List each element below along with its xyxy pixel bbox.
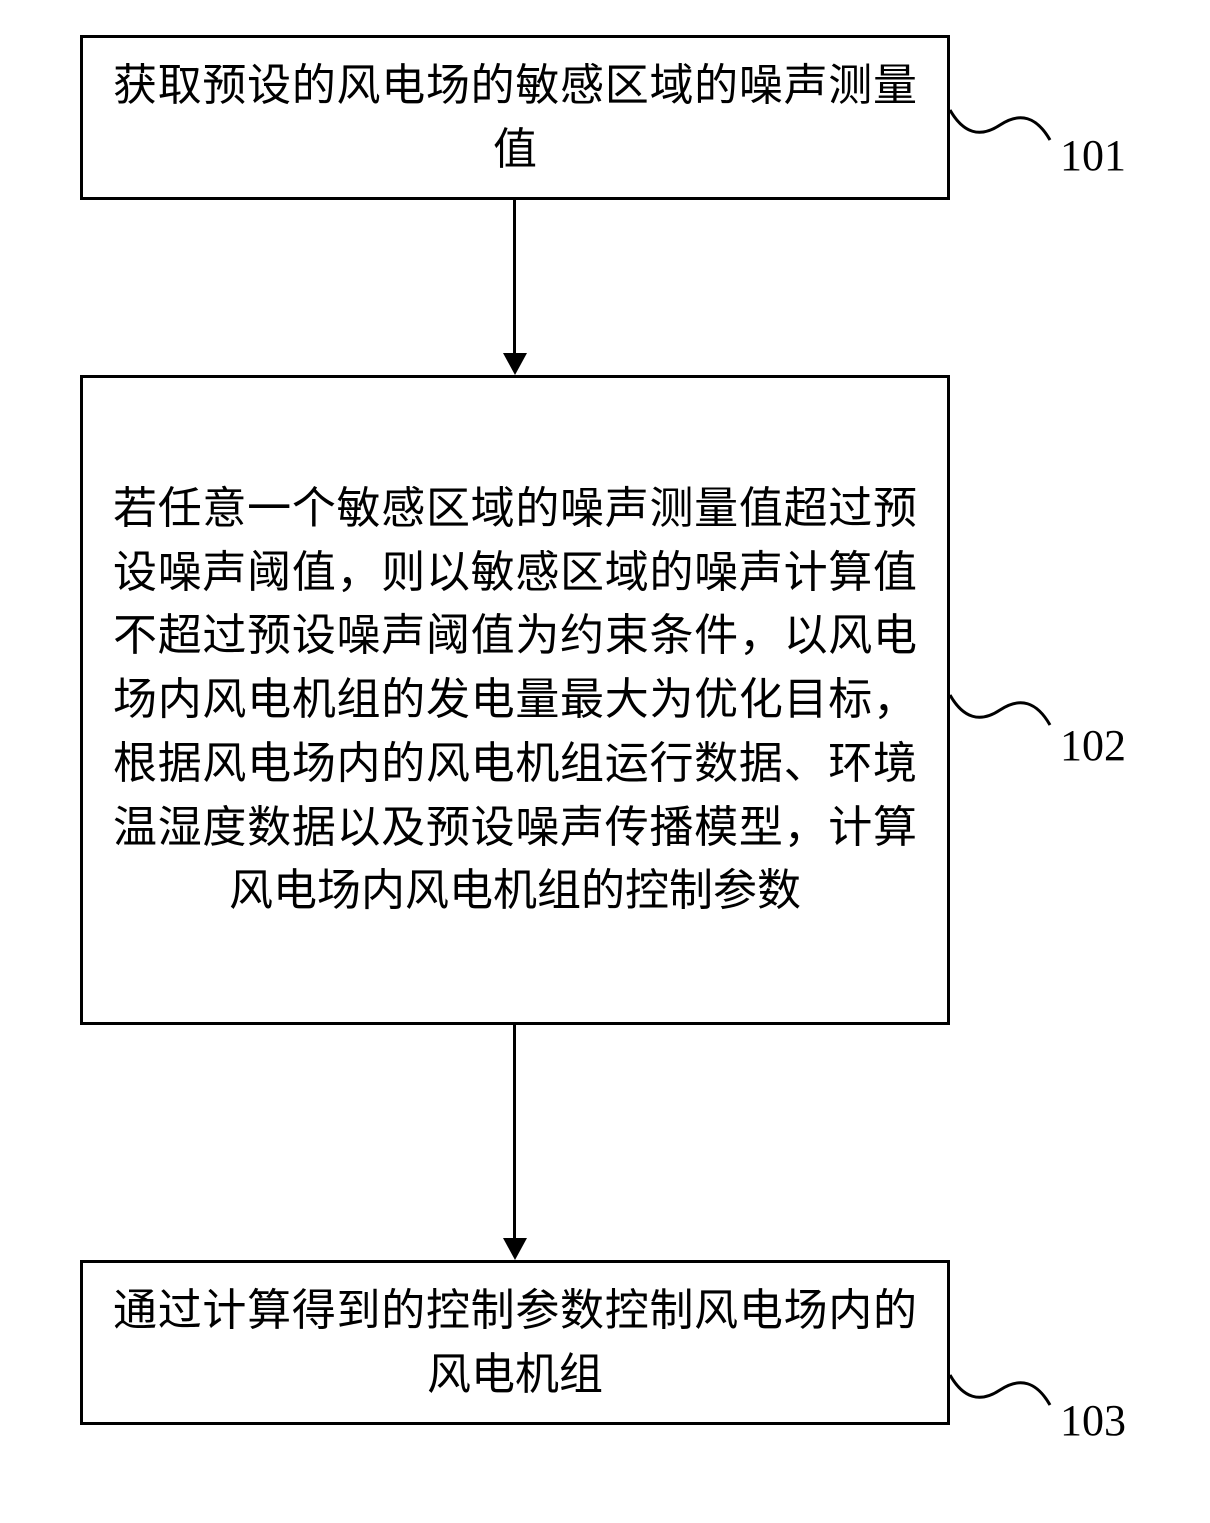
node-3-text: 通过计算得到的控制参数控制风电场内的风电机组 (113, 1279, 917, 1407)
flowchart-container: 获取预设的风电场的敏感区域的噪声测量值 101 若任意一个敏感区域的噪声测量值超… (0, 0, 1210, 1523)
flowchart-node-1: 获取预设的风电场的敏感区域的噪声测量值 (80, 35, 950, 200)
label-103: 103 (1060, 1395, 1126, 1446)
connector-3 (950, 1350, 1060, 1430)
label-101: 101 (1060, 130, 1126, 181)
node-2-text: 若任意一个敏感区域的噪声测量值超过预设噪声阈值，则以敏感区域的噪声计算值不超过预… (113, 477, 917, 924)
connector-2 (950, 670, 1060, 750)
flowchart-node-3: 通过计算得到的控制参数控制风电场内的风电机组 (80, 1260, 950, 1425)
flowchart-node-2: 若任意一个敏感区域的噪声测量值超过预设噪声阈值，则以敏感区域的噪声计算值不超过预… (80, 375, 950, 1025)
connector-1 (950, 85, 1060, 165)
node-1-text: 获取预设的风电场的敏感区域的噪声测量值 (113, 54, 917, 182)
label-102: 102 (1060, 720, 1126, 771)
